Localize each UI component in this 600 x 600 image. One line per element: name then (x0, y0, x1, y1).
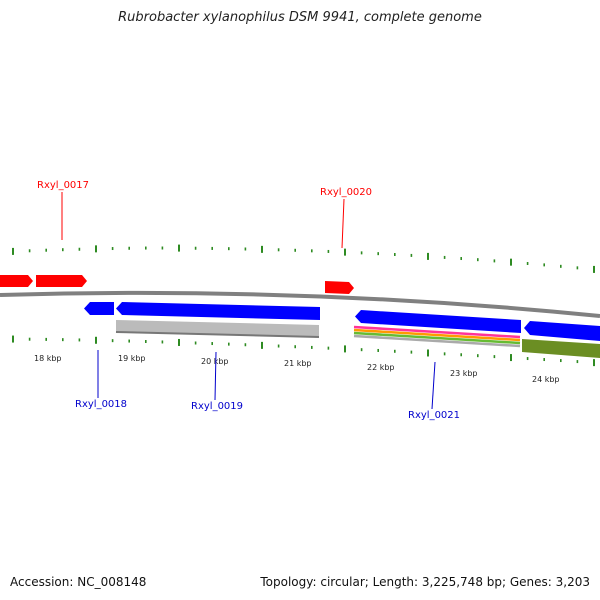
gene-arrow-rxyl-0021[interactable] (355, 310, 521, 333)
scale-label: 24 kbp (532, 375, 560, 384)
leader-rxyl-0019 (214, 351, 217, 401)
feature-stripe-green (353, 331, 521, 345)
gene-arrow-rxyl-0020[interactable] (325, 281, 354, 294)
scale-labels: 18 kbp 19 kbp 20 kbp 21 kbp 22 kbp 23 kb… (34, 354, 560, 384)
gene-arrow-rxyl-0019[interactable] (116, 302, 320, 320)
genome-info-text: Topology: circular; Length: 3,225,748 bp… (260, 575, 590, 589)
gene-label-rxyl-0017[interactable]: Rxyl_0017 (37, 180, 89, 191)
scale-label: 20 kbp (201, 357, 229, 366)
feature-stripe-pink (353, 325, 521, 339)
gene-labels: Rxyl_0017 Rxyl_0020 Rxyl_0018 Rxyl_0019 … (37, 180, 460, 421)
leader-rxyl-0020 (341, 198, 345, 249)
feature-stripe-orange (353, 328, 521, 342)
forward-genes (0, 275, 354, 294)
gene-arrow-rxyl-0018[interactable] (84, 302, 114, 315)
gene-arrow-rxyl-0017[interactable] (36, 275, 87, 287)
scale-label: 19 kbp (118, 354, 146, 363)
secondary-features (115, 320, 600, 358)
lower-tick-row (12, 335, 595, 367)
feature-olive (522, 339, 600, 358)
gene-label-rxyl-0019[interactable]: Rxyl_0019 (191, 401, 243, 412)
scale-label: 22 kbp (367, 363, 395, 372)
genome-backbone (0, 290, 600, 318)
gene-arrow-reverse-right[interactable] (524, 321, 600, 341)
feature-stripe-gray (353, 334, 521, 348)
gene-leader-lines (61, 192, 436, 410)
scale-label: 21 kbp (284, 359, 312, 368)
leader-rxyl-0021 (431, 361, 436, 410)
gene-arrow-forward[interactable] (0, 275, 33, 287)
reverse-genes (84, 302, 600, 341)
gene-label-rxyl-0021[interactable]: Rxyl_0021 (408, 410, 460, 421)
scale-label: 23 kbp (450, 369, 478, 378)
gene-label-rxyl-0020[interactable]: Rxyl_0020 (320, 187, 372, 198)
scale-label: 18 kbp (34, 354, 62, 363)
gene-label-rxyl-0018[interactable]: Rxyl_0018 (75, 399, 127, 410)
accession-text: Accession: NC_008148 (10, 575, 147, 589)
upper-tick-row (12, 244, 595, 273)
map-title: Rubrobacter xylanophilus DSM 9941, compl… (118, 10, 482, 25)
feature-gray-edge (115, 331, 320, 338)
